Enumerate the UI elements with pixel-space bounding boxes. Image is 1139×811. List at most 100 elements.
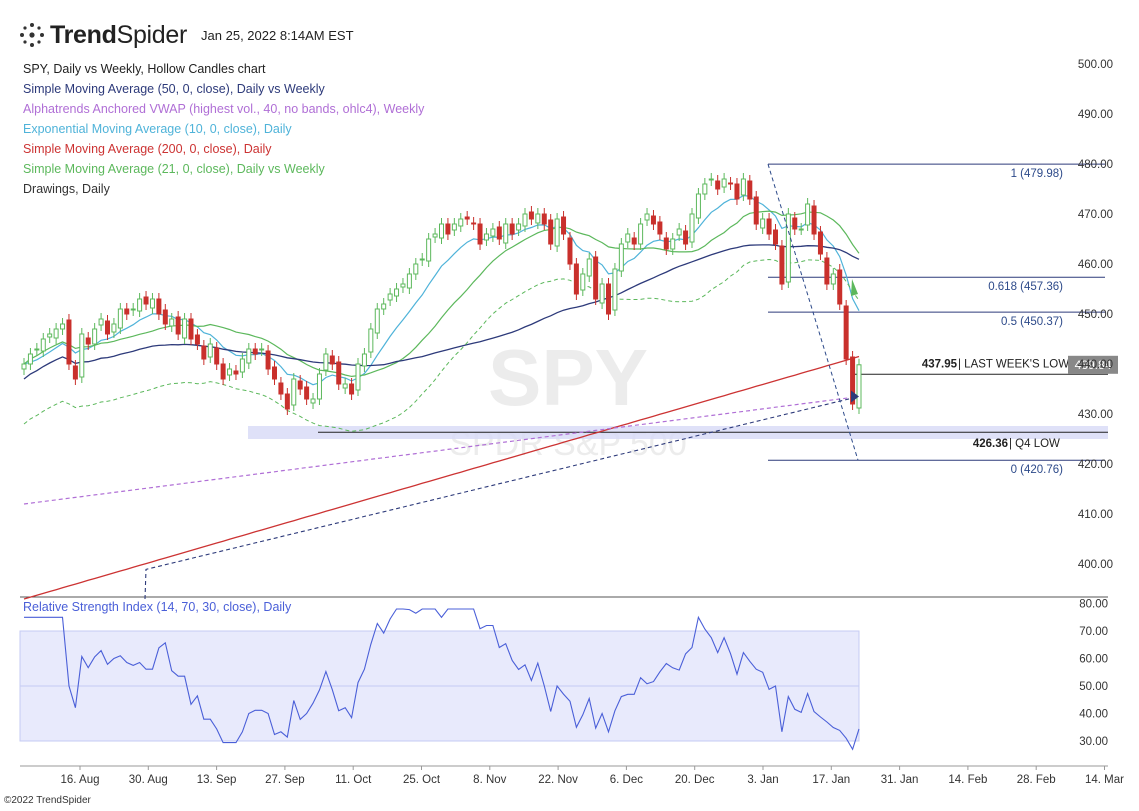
rsi-tick-label: 80.00	[1079, 599, 1108, 611]
x-tick-label: 3. Jan	[747, 774, 778, 786]
candle-body	[220, 363, 226, 380]
fibonacci-retracement[interactable]: 1 (479.98) 0.618 (457.36) 0.5 (450.37) 0 (4…	[768, 163, 1105, 476]
price-tick-label: 420.00	[1078, 459, 1113, 471]
candle-body	[663, 237, 669, 250]
projection-line	[767, 163, 859, 461]
candle-body	[740, 178, 746, 196]
candle-body	[477, 223, 483, 245]
candle-body	[689, 213, 695, 243]
candle-body	[843, 305, 849, 360]
fib-label: 0.5 (450.37)	[1001, 316, 1063, 328]
candle-body	[156, 298, 162, 315]
candle-body	[47, 333, 53, 338]
candle-body	[137, 298, 143, 312]
candle-body	[239, 358, 245, 373]
vwap-line	[23, 395, 860, 505]
candle-body	[683, 230, 689, 245]
candle-body	[85, 337, 91, 345]
candle-body	[387, 293, 393, 301]
header: TrendSpider Jan 25, 2022 8:14AM EST	[18, 20, 354, 50]
candle-body	[708, 178, 714, 181]
candle-body	[760, 218, 766, 229]
candle-body	[368, 328, 374, 353]
x-tick-label: 28. Feb	[1017, 774, 1056, 786]
candle-body	[586, 258, 592, 277]
candle-body	[265, 350, 271, 370]
candle-body	[394, 288, 400, 297]
candle-body	[573, 263, 579, 295]
x-tick-label: 6. Dec	[610, 774, 643, 786]
x-tick-label: 8. Nov	[473, 774, 506, 786]
legend-item[interactable]: Simple Moving Average (200, 0, close), D…	[23, 142, 272, 156]
candle-body	[349, 383, 355, 395]
candle-body	[27, 353, 33, 365]
x-tick-label: 11. Oct	[335, 774, 372, 786]
candle-body	[381, 303, 387, 310]
fib-label: 0 (420.76)	[1011, 464, 1064, 476]
candle-body	[528, 211, 534, 220]
price-tick-label: 480.00	[1078, 159, 1113, 171]
candle-body	[105, 320, 110, 335]
legend-item[interactable]: Simple Moving Average (21, 0, close), Da…	[23, 162, 325, 176]
sma21-line	[23, 210, 860, 378]
candle-body	[297, 380, 303, 390]
candle-body	[830, 273, 836, 285]
candle-body	[496, 226, 502, 240]
x-tick-label: 14. Mar	[1085, 774, 1124, 786]
candle-body	[458, 218, 464, 227]
copyright: ©2022 TrendSpider	[4, 795, 91, 806]
candle-body	[650, 215, 656, 225]
rsi-tick-label: 60.00	[1079, 654, 1108, 666]
legend-item[interactable]: Drawings, Daily	[23, 182, 110, 196]
rsi-legend[interactable]: Relative Strength Index (14, 70, 30, clo…	[23, 600, 292, 614]
candle-body	[259, 348, 265, 351]
candle-body	[419, 258, 425, 261]
x-tick-label: 17. Jan	[812, 774, 850, 786]
candle-body	[426, 238, 432, 262]
x-tick-label: 22. Nov	[538, 774, 578, 786]
candle-body	[316, 373, 322, 400]
drawings[interactable]	[767, 163, 859, 461]
level-value: 437.95	[922, 358, 958, 370]
candle-body	[702, 183, 708, 195]
legend-item[interactable]: Alphatrends Anchored VWAP (highest vol.,…	[23, 102, 425, 116]
candle-body	[149, 298, 155, 309]
candle-body	[278, 382, 284, 395]
last-price-label: 439.84	[1075, 358, 1112, 372]
candle-body	[53, 328, 59, 339]
candle-body	[291, 378, 297, 406]
candle-body	[721, 178, 727, 188]
legend-item[interactable]: Simple Moving Average (50, 0, close), Da…	[23, 82, 325, 96]
x-tick-label: 16. Aug	[60, 774, 99, 786]
level-label: | LAST WEEK'S LOW	[958, 358, 1069, 370]
legend-item[interactable]: Exponential Moving Average (10, 0, close…	[23, 122, 292, 136]
candle-body	[618, 243, 624, 272]
price-tick-label: 500.00	[1078, 59, 1113, 71]
candle-body	[98, 318, 104, 326]
candle-body	[612, 268, 618, 311]
rsi-tick-label: 40.00	[1079, 709, 1108, 721]
candle-body	[503, 223, 509, 244]
legend-item[interactable]: SPY, Daily vs Weekly, Hollow Candles cha…	[23, 62, 266, 76]
candle-body	[227, 368, 233, 376]
candle-body	[490, 228, 496, 237]
candle-body	[464, 216, 470, 220]
candle-body	[439, 223, 444, 239]
candle-body	[124, 308, 130, 315]
sma50-weekly-line	[144, 395, 860, 600]
candle-body	[323, 353, 329, 371]
candle-body	[169, 318, 175, 327]
candle-body	[66, 319, 72, 365]
indicator-legend: SPY, Daily vs Weekly, Hollow Candles cha…	[23, 59, 424, 199]
candlesticks	[21, 173, 862, 415]
candle-body	[175, 316, 181, 335]
candle-body	[111, 323, 117, 333]
moving-averages	[23, 194, 860, 600]
candle-body	[785, 213, 791, 283]
candle-body	[188, 318, 194, 340]
candle-body	[561, 216, 567, 235]
candle-body	[214, 347, 220, 365]
candle-body	[310, 398, 316, 404]
price-tick-label: 450.00	[1078, 309, 1113, 321]
